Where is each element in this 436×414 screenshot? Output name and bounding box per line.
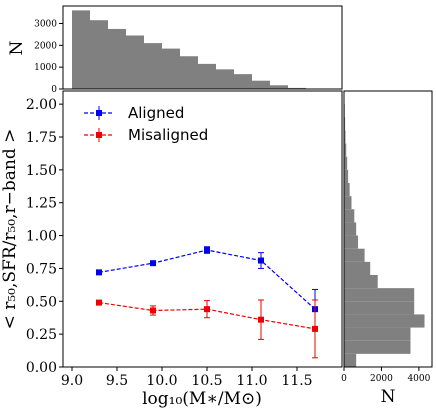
legend-label-aligned: Aligned (128, 104, 184, 122)
main-xtick-label: 9.0 (61, 373, 83, 389)
right-histogram-bar (344, 288, 415, 302)
main-ytick-label: 1.25 (26, 196, 57, 212)
data-point-aligned (150, 260, 156, 267)
top-histogram-bar (90, 20, 108, 89)
right-histogram-bars (344, 91, 425, 367)
main-xlabel: log₁₀(M∗/M⊙) (142, 389, 262, 409)
right-histogram-bar (344, 353, 357, 367)
legend: Aligned Misaligned (84, 104, 208, 144)
right-histogram-frame (343, 90, 433, 368)
data-point-aligned (204, 247, 210, 254)
top-histogram-bar (108, 28, 126, 89)
right-histogram-bar (344, 235, 359, 249)
right-histogram-bar (344, 340, 411, 354)
top-histogram-bar (234, 74, 252, 89)
top-histogram-ytick-label: 2000 (34, 41, 57, 51)
data-point-misaligned (204, 306, 210, 313)
right-histogram-bar (344, 196, 352, 210)
right-histogram-bar (344, 130, 346, 144)
top-histogram-bar (180, 56, 198, 89)
data-point-aligned (96, 269, 102, 276)
main-xtick-label: 11.5 (281, 373, 312, 389)
right-histogram-bar (344, 261, 371, 275)
right-histogram-bar (344, 275, 378, 289)
right-histogram-bar (344, 169, 349, 183)
main-xtick-label: 9.5 (106, 373, 128, 389)
main-yticks: 0.00 0.25 0.50 0.75 1.00 1.25 1.50 1.75 2.00 (26, 97, 63, 376)
right-histogram-bar (344, 183, 350, 197)
right-histogram-xtick-label: 2000 (370, 374, 393, 384)
main-ytick-label: 1.00 (26, 229, 57, 245)
legend-entry-misaligned: Misaligned (84, 126, 208, 144)
right-histogram-bar (344, 248, 365, 262)
data-point-misaligned (312, 325, 318, 332)
data-point-aligned (258, 257, 264, 264)
top-histogram-ytick-label: 1000 (34, 63, 57, 73)
legend-marker-misaligned (96, 132, 102, 138)
main-ytick-label: 0.75 (26, 261, 57, 277)
main-ytick-label: 0.50 (26, 294, 57, 310)
right-histogram-bar (344, 301, 415, 315)
main-xtick-label: 10.0 (146, 373, 177, 389)
legend-marker-aligned (96, 110, 102, 116)
main-ytick-label: 1.75 (26, 130, 57, 146)
top-histogram-bar (288, 87, 306, 89)
top-histogram-ytick-label: 3000 (34, 19, 57, 29)
top-histogram-yticks: 0 1000 2000 3000 (34, 19, 63, 95)
top-histogram-bar (162, 48, 180, 89)
legend-label-misaligned: Misaligned (128, 126, 208, 144)
data-point-misaligned (258, 316, 264, 323)
main-xtick-label: 10.5 (191, 373, 222, 389)
right-histogram-bar (344, 209, 355, 223)
right-histogram-bar (344, 314, 425, 328)
right-histogram-panel: 0 2000 4000 N (341, 90, 433, 407)
main-plot-frame (62, 90, 343, 368)
main-xticks: 9.0 9.5 10.0 10.5 11.0 11.5 (61, 367, 313, 389)
top-histogram-frame (62, 5, 343, 90)
main-xtick-label: 11.0 (236, 373, 267, 389)
top-histogram-panel: 0 1000 2000 3000 N (7, 5, 343, 95)
top-histogram-bar (126, 35, 144, 89)
main-ytick-label: 2.00 (26, 97, 57, 113)
right-histogram-xlabel: N (381, 387, 396, 407)
top-histogram-bars (72, 10, 306, 89)
top-histogram-bar (198, 63, 216, 89)
top-histogram-bar (216, 69, 234, 89)
main-ylabel: < r₅₀,SFR/r₅₀,r−band > (0, 129, 20, 330)
main-plot-series (96, 246, 318, 359)
top-histogram-bar (270, 85, 288, 89)
right-histogram-xtick-label: 0 (341, 374, 347, 384)
data-point-misaligned (96, 299, 102, 306)
right-histogram-bar (344, 117, 346, 131)
main-panel: 9.0 9.5 10.0 10.5 11.0 11.5 0.00 0.25 0.50 0.75 1… (0, 90, 343, 409)
right-histogram-bar (344, 143, 347, 157)
right-histogram-xtick-label: 4000 (407, 374, 430, 384)
right-histogram-xticks: 0 2000 4000 (341, 367, 431, 384)
top-histogram-ytick-label: 0 (51, 85, 57, 95)
legend-entry-aligned: Aligned (84, 104, 184, 122)
data-point-misaligned (150, 307, 156, 314)
right-histogram-bar (344, 327, 411, 341)
top-histogram-ylabel: N (7, 40, 27, 55)
main-ytick-label: 0.25 (26, 327, 57, 343)
top-histogram-bar (72, 10, 90, 89)
right-histogram-bar (344, 222, 357, 236)
top-histogram-bar (252, 80, 270, 89)
right-histogram-bar (344, 156, 348, 170)
top-histogram-bar (144, 43, 162, 89)
main-ytick-label: 1.50 (26, 163, 57, 179)
main-ytick-label: 0.00 (26, 360, 57, 376)
